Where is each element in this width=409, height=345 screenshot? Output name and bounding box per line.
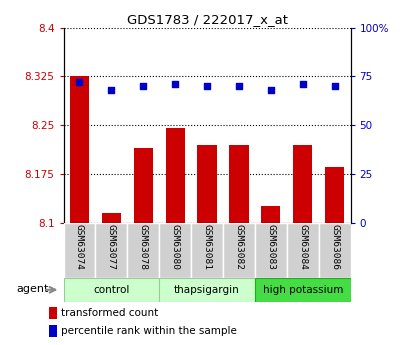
Bar <box>197 145 216 223</box>
Bar <box>101 213 121 223</box>
Point <box>299 81 305 87</box>
Bar <box>63 223 95 278</box>
Text: GSM63081: GSM63081 <box>202 224 211 270</box>
Text: GSM63084: GSM63084 <box>297 224 306 270</box>
Bar <box>95 223 127 278</box>
Bar <box>292 145 312 223</box>
Title: GDS1783 / 222017_x_at: GDS1783 / 222017_x_at <box>126 13 287 27</box>
Text: thapsigargin: thapsigargin <box>174 285 239 295</box>
Bar <box>261 206 280 223</box>
Text: GSM63083: GSM63083 <box>266 224 275 270</box>
Text: GSM63074: GSM63074 <box>75 224 84 270</box>
Text: GSM63082: GSM63082 <box>234 224 243 270</box>
Point <box>171 81 178 87</box>
Bar <box>254 278 350 302</box>
Text: GSM63078: GSM63078 <box>138 224 147 270</box>
Bar <box>222 223 254 278</box>
Bar <box>159 223 191 278</box>
Bar <box>191 223 222 278</box>
Bar <box>318 223 350 278</box>
Bar <box>70 76 89 223</box>
Bar <box>324 167 343 223</box>
Bar <box>159 278 254 302</box>
Text: transformed count: transformed count <box>61 308 158 318</box>
Bar <box>49 325 57 337</box>
Point <box>108 87 115 93</box>
Point <box>267 87 274 93</box>
Bar <box>229 145 248 223</box>
Bar <box>286 223 318 278</box>
Bar <box>63 278 159 302</box>
Bar <box>254 223 286 278</box>
Bar <box>49 307 57 318</box>
Point <box>139 83 146 89</box>
Bar <box>165 128 184 223</box>
Text: GSM63077: GSM63077 <box>107 224 116 270</box>
Point <box>330 83 337 89</box>
Bar <box>127 223 159 278</box>
Text: percentile rank within the sample: percentile rank within the sample <box>61 326 237 336</box>
Text: high potassium: high potassium <box>262 285 342 295</box>
Text: GSM63086: GSM63086 <box>329 224 338 270</box>
Text: agent: agent <box>16 284 48 294</box>
Point <box>235 83 242 89</box>
Point <box>76 79 83 85</box>
Bar <box>133 148 153 223</box>
Text: GSM63080: GSM63080 <box>170 224 179 270</box>
Point <box>203 83 210 89</box>
Text: control: control <box>93 285 129 295</box>
